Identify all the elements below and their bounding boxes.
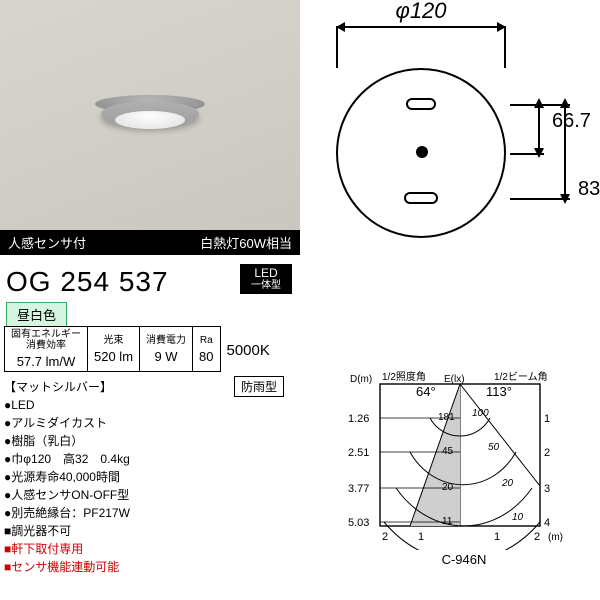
dim-835-label: 83.5	[578, 178, 600, 201]
photo-label-row: 人感センサ付 白熱灯60W相当	[0, 230, 300, 255]
polar-ring-2: 20	[501, 478, 514, 489]
polar-chart: 1/2照度角 1/2ビーム角 64° 113° D(m) E(lx) 1.26 …	[344, 370, 584, 580]
diagram-center-dot	[416, 146, 428, 158]
dim-835-arrow	[532, 98, 552, 204]
spec-hdr-2: 消費電力	[146, 335, 186, 346]
spec-hdr-0: 固有エネルギー消費効率	[11, 329, 81, 351]
polar-svg: 1/2照度角 1/2ビーム角 64° 113° D(m) E(lx) 1.26 …	[344, 370, 584, 550]
spec-val-1: 520 lm	[94, 346, 133, 364]
table-row: 固有エネルギー消費効率57.7 lm/W 光束520 lm 消費電力9 W Ra…	[5, 327, 276, 372]
polar-caption: C-946N	[344, 552, 584, 567]
polar-xt-0: 2	[382, 531, 388, 543]
list-item: ■調光器不可	[4, 522, 130, 540]
list-item: ●光源寿命40,000時間	[4, 468, 130, 486]
polar-rt-2: 3	[544, 483, 550, 495]
product-photo	[0, 0, 300, 230]
spec-hdr-1: 光束	[94, 335, 133, 346]
material-label: 【マットシルバー】	[4, 378, 112, 395]
diagram-slot-bottom	[404, 192, 438, 204]
bullet-list: ●LED ●アルミダイカスト ●樹脂（乳白） ●巾φ120 高32 0.4kg …	[4, 396, 130, 576]
spec-val-4: 5000K	[227, 339, 270, 359]
spec-val-3: 80	[199, 346, 213, 364]
polar-xlabel: E(lx)	[444, 374, 465, 385]
dim-diameter-label: φ120	[336, 0, 506, 24]
polar-ev-3: 11	[442, 516, 453, 527]
polar-angle-left: 64°	[416, 384, 436, 399]
polar-yt-3: 5.03	[348, 517, 369, 529]
led-badge-l1: LED	[240, 266, 292, 280]
polar-yt-0: 1.26	[348, 413, 369, 425]
dim-diameter: φ120	[336, 26, 506, 28]
list-item: ●樹脂（乳白）	[4, 432, 130, 450]
polar-ring-1: 50	[488, 442, 500, 453]
led-badge: LED 一体型	[240, 264, 292, 294]
spec-val-2: 9 W	[146, 346, 186, 364]
list-item: ●別売絶縁台：PF217W	[4, 504, 130, 522]
polar-ev-0: 181	[438, 412, 455, 423]
polar-xt-1: 1	[418, 531, 424, 543]
polar-top-right: 1/2ビーム角	[494, 371, 548, 383]
polar-yt-2: 3.77	[348, 483, 369, 495]
led-badge-l2: 一体型	[240, 280, 292, 292]
polar-ring-3: 10	[512, 512, 524, 523]
polar-rt-0: 1	[544, 413, 550, 425]
equiv-chip: 白熱灯60W相当	[150, 230, 300, 255]
polar-top-left: 1/2照度角	[382, 370, 426, 383]
polar-rt-3: 4	[544, 517, 550, 529]
polar-ylabel: D(m)	[350, 374, 372, 385]
spec-table: 固有エネルギー消費効率57.7 lm/W 光束520 lm 消費電力9 W Ra…	[4, 326, 276, 372]
polar-yt-1: 2.51	[348, 447, 369, 459]
dim-835-arrow2	[558, 98, 578, 204]
sensor-chip: 人感センサ付	[0, 230, 150, 255]
spec-hdr-3: Ra	[199, 335, 213, 346]
rainproof-badge: 防雨型	[234, 376, 284, 397]
polar-ev-2: 20	[442, 482, 454, 493]
list-item: ●LED	[4, 396, 130, 414]
polar-xt-2: 1	[494, 531, 500, 543]
polar-ring-0: 100	[472, 408, 489, 419]
diagram-slot-top	[406, 98, 436, 110]
list-item: ■センサ機能連動可能	[4, 558, 130, 576]
list-item: ■軒下取付専用	[4, 540, 130, 558]
polar-right-unit: (m)	[548, 532, 563, 543]
polar-ev-1: 45	[442, 446, 454, 457]
list-item: ●人感センサON-OFF型	[4, 486, 130, 504]
page: 人感センサ付 白熱灯60W相当 φ120 66.7	[0, 0, 600, 600]
polar-rt-1: 2	[544, 447, 550, 459]
list-item: ●巾φ120 高32 0.4kg	[4, 450, 130, 468]
spec-val-0: 57.7 lm/W	[11, 351, 81, 369]
polar-xt-3: 2	[534, 531, 540, 543]
color-temp-chip: 昼白色	[6, 302, 67, 327]
list-item: ●アルミダイカスト	[4, 414, 130, 432]
model-number: OG 254 537	[6, 266, 169, 298]
dimension-diagram: φ120 66.7	[320, 6, 580, 246]
polar-angle-right: 113°	[486, 384, 512, 399]
ceiling-light-illustration	[95, 95, 205, 137]
